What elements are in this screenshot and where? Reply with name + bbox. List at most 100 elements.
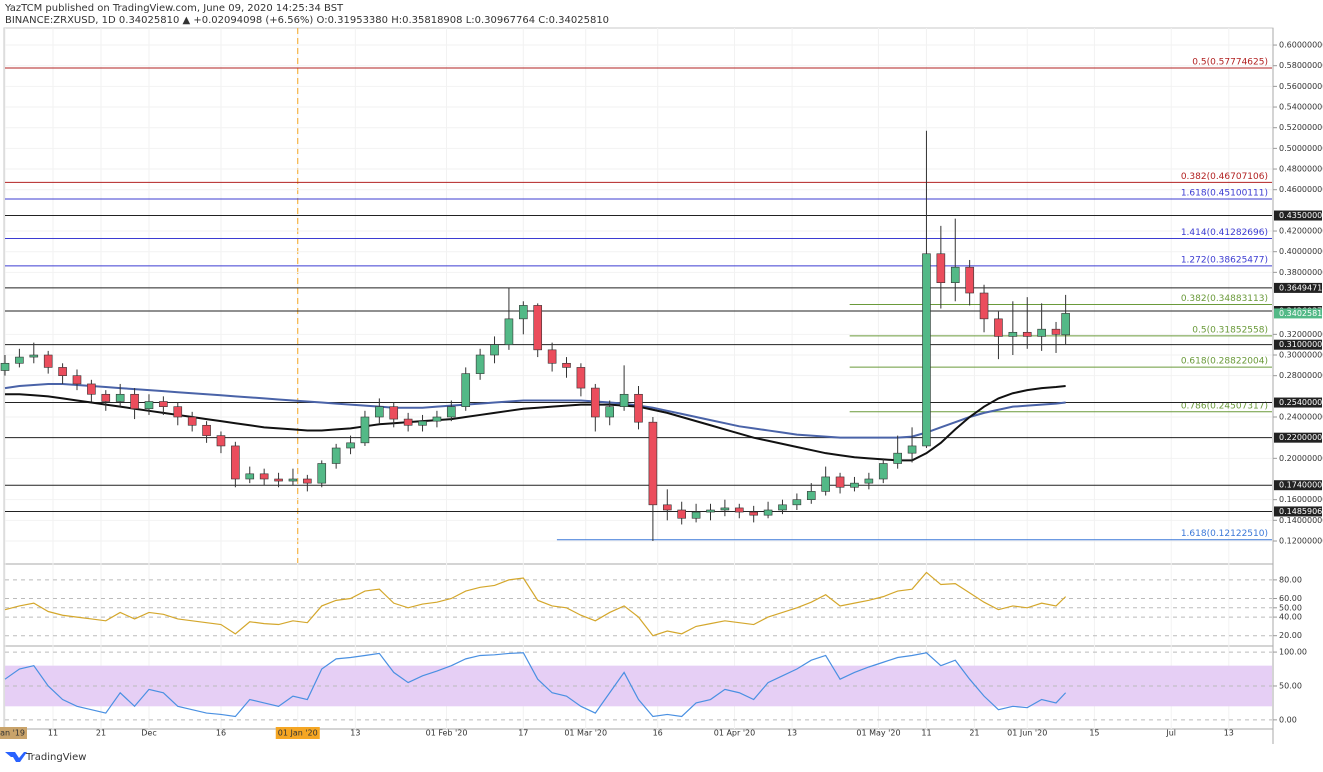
x-tick-label: 17	[518, 729, 528, 738]
candle-body	[87, 383, 96, 395]
x-tick-label: 11	[921, 729, 931, 738]
candle-body	[389, 406, 399, 420]
candle-body	[187, 416, 197, 426]
level-label: 0.43500000	[1279, 211, 1323, 220]
fib-label: 0.5(0.31852558)	[1192, 325, 1268, 335]
level-label: 0.25400000	[1279, 398, 1323, 407]
frame	[3, 27, 1274, 730]
x-tick-label: 15	[1089, 729, 1099, 738]
y-tick-label: 0.14000000	[1279, 516, 1323, 525]
candle-body	[259, 473, 269, 480]
candle-body	[288, 478, 298, 482]
fib-label: 0.382(0.34883113)	[1181, 294, 1268, 304]
header-symbol: BINANCE:ZRXUSD, 1D 0.34025810 ▲ +0.02094…	[5, 15, 609, 26]
candle-body	[619, 393, 629, 407]
y-tick-label: 60.00	[1279, 594, 1302, 603]
x-tick-label: Dec	[141, 729, 156, 738]
y-tick-label: 0.28000000	[1279, 371, 1323, 380]
y-tick-label: 0.46000000	[1279, 185, 1323, 194]
candle-body	[346, 442, 355, 449]
candle-body	[159, 401, 168, 407]
y-tick-label: 0.56000000	[1279, 82, 1323, 91]
logo	[5, 752, 27, 762]
candle-body	[43, 354, 53, 368]
candle-body	[850, 482, 859, 488]
candle-body	[749, 511, 758, 516]
candle-body	[375, 406, 384, 418]
indicator-line	[4, 571, 1067, 637]
y-tick-label: 0.42000000	[1279, 227, 1323, 236]
candle-body	[878, 463, 888, 480]
candle-body	[950, 266, 960, 283]
candle-body	[1061, 313, 1070, 336]
candle-body	[778, 504, 787, 511]
x-tick-label: 13	[787, 729, 797, 738]
candle-body	[173, 406, 183, 418]
level-label: 0.31000000	[1279, 340, 1323, 349]
candle-body	[576, 367, 586, 389]
candle-body	[0, 362, 10, 371]
level-box	[1274, 506, 1322, 517]
candle-body	[1051, 328, 1061, 335]
level-label: 0.22000000	[1279, 433, 1323, 442]
candle-body	[821, 476, 830, 492]
candle-body	[216, 435, 226, 447]
footer-brand: TradingView	[25, 752, 86, 763]
candle-body	[648, 421, 658, 506]
x-tick-label: 16	[653, 729, 663, 738]
candle-body	[734, 507, 744, 513]
x-tick-label: 13	[350, 729, 360, 738]
candle-body	[101, 393, 111, 402]
candle-body	[519, 305, 528, 320]
y-tick-label: 0.20000000	[1279, 454, 1323, 463]
y-tick-label: 0.00	[1279, 715, 1297, 724]
level-box	[1274, 210, 1322, 221]
candle-body	[979, 292, 989, 320]
y-tick-label: 0.30000000	[1279, 351, 1323, 360]
candle-body	[965, 266, 974, 294]
candle-body	[303, 478, 312, 484]
candle-body	[274, 478, 283, 482]
fib-label: 0.786(0.24507317)	[1181, 401, 1268, 411]
candle-body	[634, 393, 643, 423]
candle-body	[662, 504, 672, 511]
candle-body	[403, 418, 413, 426]
fib-label: 0.618(0.28822004)	[1181, 357, 1268, 367]
candle-body	[360, 416, 370, 444]
y-tick-label: 0.32000000	[1279, 330, 1323, 339]
y-tick-label: 0.38000000	[1279, 268, 1323, 277]
fib-label: 0.382(0.46707106)	[1181, 172, 1268, 182]
candle-body	[1037, 328, 1046, 337]
candle-body	[562, 362, 571, 368]
level-label: 0.17400000	[1279, 481, 1323, 490]
level-label: 0.36494718	[1279, 283, 1323, 292]
x-tick-label: 13	[1224, 729, 1234, 738]
x-tick-label: 11	[48, 729, 58, 738]
x-tick-label: 01 Mar '20	[564, 729, 607, 738]
candle-body	[504, 318, 514, 345]
candle-body	[231, 445, 240, 480]
y-tick-label: 0.54000000	[1279, 103, 1323, 112]
candle-body	[432, 416, 442, 422]
candle-body	[72, 375, 82, 385]
y-tick-label: 100.00	[1279, 648, 1307, 657]
fib-label: 1.272(0.38625477)	[1181, 255, 1268, 265]
y-tick-label: 0.52000000	[1279, 123, 1323, 132]
moving-average	[4, 382, 1066, 439]
candle-body	[1008, 331, 1018, 337]
y-tick-label: 0.16000000	[1279, 495, 1323, 504]
candle-body	[864, 478, 874, 484]
y-tick-label: 0.48000000	[1279, 165, 1323, 174]
candle-body	[720, 507, 730, 511]
fib-label: 1.414(0.41282696)	[1181, 228, 1268, 238]
candle-body	[490, 344, 499, 356]
candle-body	[317, 463, 327, 484]
candle-body	[15, 356, 24, 364]
candle-body	[936, 253, 946, 283]
x-tick-label: Jul	[1165, 729, 1176, 738]
level-box	[1274, 339, 1322, 350]
y-tick-label: 0.24000000	[1279, 413, 1323, 422]
moving-average	[5, 385, 1066, 462]
